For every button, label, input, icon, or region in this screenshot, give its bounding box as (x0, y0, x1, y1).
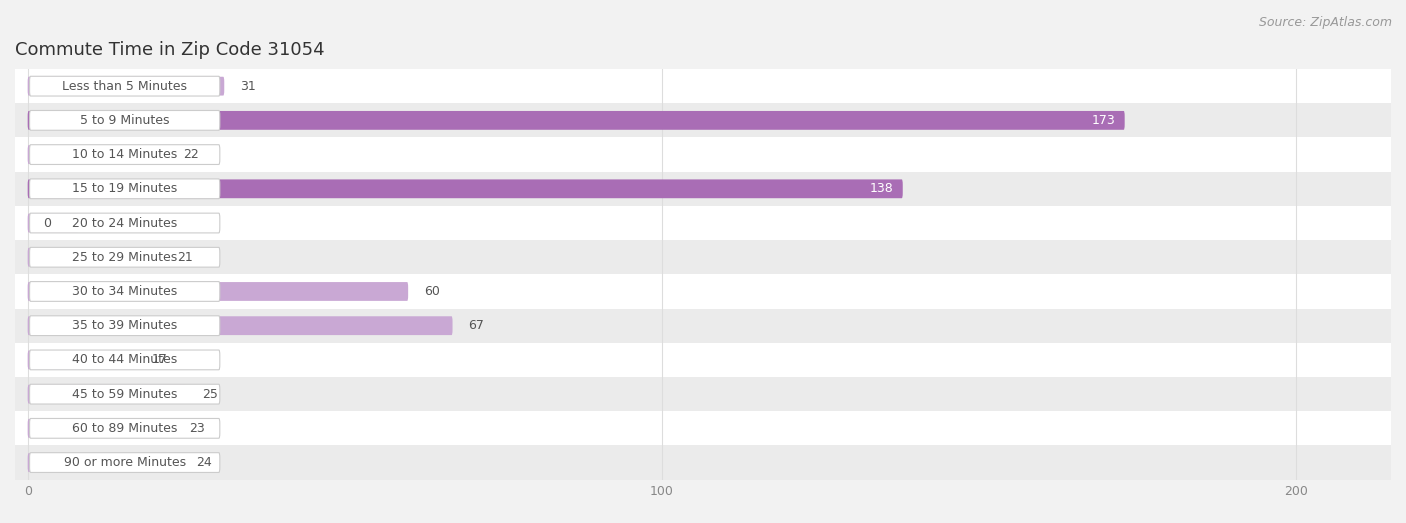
Bar (15, 446, 1391, 480)
Text: 90 or more Minutes: 90 or more Minutes (63, 456, 186, 469)
Text: 35 to 39 Minutes: 35 to 39 Minutes (72, 319, 177, 332)
Bar (15, 309, 1391, 343)
Text: 21: 21 (177, 251, 193, 264)
Text: 22: 22 (183, 148, 198, 161)
FancyBboxPatch shape (28, 248, 160, 267)
FancyBboxPatch shape (30, 179, 219, 199)
Text: 0: 0 (44, 217, 52, 230)
Bar (15, 275, 1391, 309)
Bar (15, 103, 1391, 138)
FancyBboxPatch shape (28, 282, 408, 301)
FancyBboxPatch shape (30, 145, 219, 164)
Text: 67: 67 (468, 319, 484, 332)
FancyBboxPatch shape (30, 281, 219, 301)
FancyBboxPatch shape (30, 418, 219, 438)
FancyBboxPatch shape (30, 213, 219, 233)
FancyBboxPatch shape (28, 385, 186, 404)
FancyBboxPatch shape (28, 213, 79, 232)
Bar (15, 411, 1391, 446)
FancyBboxPatch shape (28, 111, 1125, 130)
Text: 5 to 9 Minutes: 5 to 9 Minutes (80, 114, 170, 127)
Bar (15, 343, 1391, 377)
FancyBboxPatch shape (28, 316, 453, 335)
Text: Commute Time in Zip Code 31054: Commute Time in Zip Code 31054 (15, 41, 325, 59)
FancyBboxPatch shape (30, 110, 219, 130)
FancyBboxPatch shape (30, 350, 219, 370)
Text: 31: 31 (240, 79, 256, 93)
Text: 25 to 29 Minutes: 25 to 29 Minutes (72, 251, 177, 264)
Text: 40 to 44 Minutes: 40 to 44 Minutes (72, 354, 177, 367)
Text: 23: 23 (190, 422, 205, 435)
Text: 25: 25 (202, 388, 218, 401)
Text: 15 to 19 Minutes: 15 to 19 Minutes (72, 183, 177, 195)
FancyBboxPatch shape (28, 350, 135, 369)
Text: 173: 173 (1091, 114, 1115, 127)
Text: 20 to 24 Minutes: 20 to 24 Minutes (72, 217, 177, 230)
FancyBboxPatch shape (28, 453, 180, 472)
FancyBboxPatch shape (28, 419, 173, 438)
Text: 45 to 59 Minutes: 45 to 59 Minutes (72, 388, 177, 401)
Bar (15, 377, 1391, 411)
Text: Less than 5 Minutes: Less than 5 Minutes (62, 79, 187, 93)
Text: 30 to 34 Minutes: 30 to 34 Minutes (72, 285, 177, 298)
Bar (15, 172, 1391, 206)
Text: 60 to 89 Minutes: 60 to 89 Minutes (72, 422, 177, 435)
FancyBboxPatch shape (28, 77, 224, 96)
Text: Source: ZipAtlas.com: Source: ZipAtlas.com (1258, 16, 1392, 29)
Text: 10 to 14 Minutes: 10 to 14 Minutes (72, 148, 177, 161)
Bar (15, 240, 1391, 275)
Bar (15, 69, 1391, 103)
Text: 24: 24 (195, 456, 211, 469)
FancyBboxPatch shape (30, 76, 219, 96)
Text: 60: 60 (425, 285, 440, 298)
FancyBboxPatch shape (30, 247, 219, 267)
FancyBboxPatch shape (28, 179, 903, 198)
Text: 17: 17 (152, 354, 167, 367)
FancyBboxPatch shape (30, 453, 219, 472)
Bar (15, 206, 1391, 240)
Text: 138: 138 (869, 183, 893, 195)
FancyBboxPatch shape (30, 316, 219, 336)
Bar (15, 138, 1391, 172)
FancyBboxPatch shape (28, 145, 167, 164)
FancyBboxPatch shape (30, 384, 219, 404)
